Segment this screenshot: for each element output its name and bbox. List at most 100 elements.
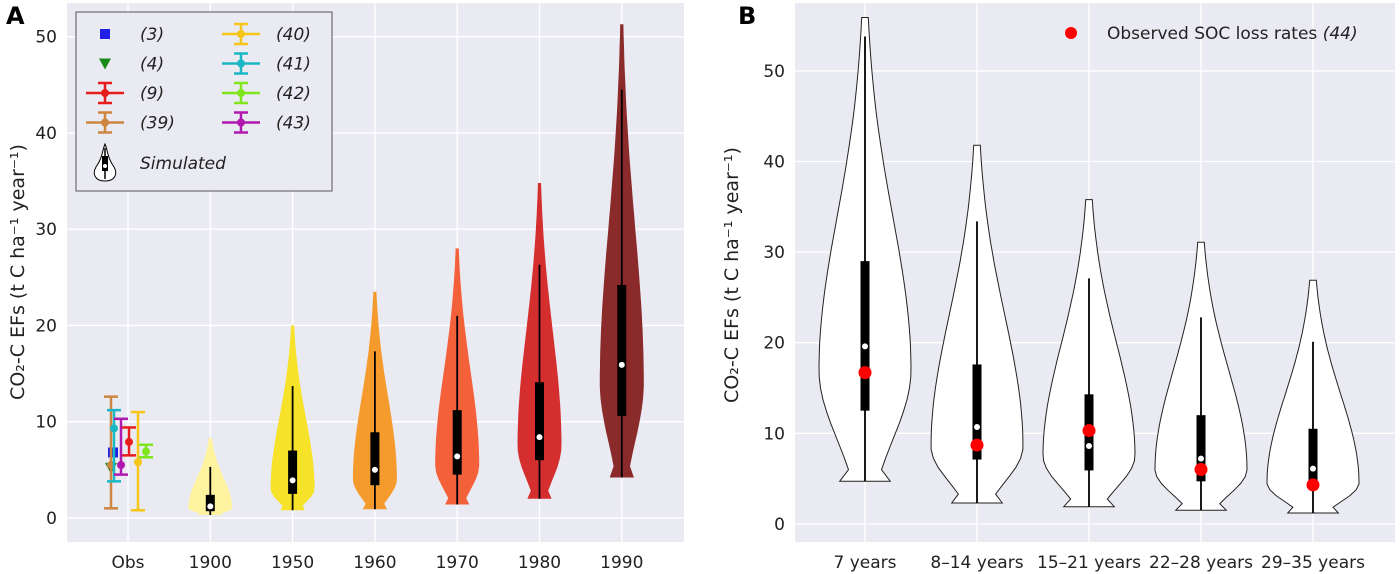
violin-1970 <box>435 248 480 505</box>
violin-8-14-years-iqr-box <box>972 364 982 460</box>
x-tick-label-8-14-years: 8–14 years <box>930 553 1023 573</box>
legend-item-simulated-median <box>103 164 107 168</box>
x-tick-label-1970: 1970 <box>436 553 479 573</box>
violin-1960-iqr-box <box>370 432 380 486</box>
legend-item-9-dot <box>101 89 109 97</box>
legend-item-39-dot <box>101 118 109 127</box>
panel-b: 0 10 20 30 40 50 7 years 8–14 years 15–21 years… <box>721 2 1395 573</box>
violin-15-21-years-observed-dot <box>1082 424 1096 438</box>
violin-29-35-years-observed-dot <box>1306 478 1320 492</box>
y-tick-label-50: 50 <box>763 62 785 82</box>
violin-8-14-years <box>930 144 1024 504</box>
legend-item-3-label: (3) <box>140 25 164 45</box>
obs-40 <box>131 410 145 512</box>
obs-41 <box>107 408 121 483</box>
legend-item-3: (3) <box>100 25 164 45</box>
y-ticks-a: 0 10 20 30 40 50 <box>35 28 57 529</box>
violin-7-years-median-dot <box>862 343 868 350</box>
violin-22-28-years-iqr-box <box>1196 415 1206 482</box>
violin-1960-median-dot <box>371 466 378 473</box>
y-tick-label-30: 30 <box>763 243 785 263</box>
observations-a <box>104 395 153 512</box>
x-tick-label-7-years: 7 years <box>833 553 896 573</box>
y-tick-label-10: 10 <box>35 413 57 433</box>
y-tick-label-40: 40 <box>35 124 57 144</box>
legend-item-9-label: (9) <box>140 84 164 104</box>
panel-label-a: A <box>6 2 25 30</box>
legend-observed-dot <box>1065 27 1077 39</box>
legend-item-3-square <box>100 29 110 39</box>
y-tick-label-50: 50 <box>35 28 57 48</box>
violin-29-35-years-iqr-box <box>1308 428 1318 489</box>
violin-1900-iqr-box <box>205 494 215 512</box>
legend-b: Observed SOC loss rates (44) <box>1065 24 1358 44</box>
violin-29-35-years-median-dot <box>1310 465 1316 472</box>
obs-41-point <box>110 424 118 433</box>
legend-item-simulated: Simulated <box>93 142 226 182</box>
violin-1990-iqr-box <box>617 285 627 416</box>
violin-1990 <box>599 24 644 478</box>
y-tick-label-40: 40 <box>763 153 785 173</box>
violin-1950-median-dot <box>289 477 296 484</box>
obs-9 <box>122 426 136 457</box>
legend-item-39: (39) <box>86 111 175 134</box>
violin-1950 <box>270 325 315 511</box>
legend-item-42-label: (42) <box>276 84 311 104</box>
x-tick-label-22-28-years: 22–28 years <box>1149 553 1253 573</box>
legend-item-41: (41) <box>222 52 311 75</box>
violin-7-years <box>818 17 912 482</box>
violin-1970-median-dot <box>454 453 461 460</box>
y-tick-label-20: 20 <box>763 334 785 354</box>
x-tick-label-1960: 1960 <box>353 553 396 573</box>
legend-a: (3) (4) (9) (39) (40) (41) (42) (43) Simulated <box>75 11 333 192</box>
violin-1980-median-dot <box>536 434 543 441</box>
x-tick-label-obs: Obs <box>111 553 144 573</box>
legend-item-40-dot <box>237 30 245 38</box>
violin-7-years-iqr-box <box>860 261 870 411</box>
violin-1950-iqr-box <box>288 450 298 494</box>
legend-item-simulated-label: Simulated <box>140 154 226 174</box>
legend-item-4-triangle <box>99 58 111 70</box>
y-tick-label-10: 10 <box>763 424 785 444</box>
y-tick-label-0: 0 <box>774 515 785 535</box>
obs-42 <box>139 443 153 459</box>
legend-item-simulated-box <box>102 156 108 171</box>
panel-label-b: B <box>738 2 756 30</box>
x-tick-label-29-35-years: 29–35 years <box>1261 553 1365 573</box>
violin-15-21-years-median-dot <box>1086 442 1092 449</box>
violin-8-14-years-median-dot <box>974 423 980 430</box>
legend-item-42: (42) <box>222 81 311 105</box>
violin-7-years-observed-dot <box>858 366 872 380</box>
legend-item-41-dot <box>237 59 245 68</box>
legend-item-43-label: (43) <box>276 114 311 134</box>
y-axis-label-a: CO₂-C EFs (t C ha⁻¹ year⁻¹) <box>7 144 29 400</box>
legend-item-39-label: (39) <box>140 114 175 134</box>
violin-1900 <box>188 438 233 516</box>
legend-observed-label: Observed SOC loss rates (44) <box>1107 24 1358 44</box>
legend-item-43-dot <box>237 118 245 127</box>
legend-item-40-label: (40) <box>276 25 311 45</box>
legend-item-43: (43) <box>222 111 311 134</box>
legend-item-41-label: (41) <box>276 55 311 75</box>
violins-b <box>818 17 1360 514</box>
violins-a <box>188 24 644 516</box>
obs-9-point <box>125 437 133 446</box>
y-tick-label-30: 30 <box>35 220 57 240</box>
legend-item-42-dot <box>237 89 245 97</box>
y-axis-label-b: CO₂-C EFs (t C ha⁻¹ year⁻¹) <box>721 147 743 403</box>
legend-item-40: (40) <box>222 22 311 46</box>
x-tick-label-1990: 1990 <box>600 553 643 573</box>
violin-1970-iqr-box <box>452 410 462 475</box>
violin-1980 <box>517 183 562 499</box>
violin-29-35-years <box>1266 279 1360 514</box>
y-tick-label-0: 0 <box>46 509 57 529</box>
obs-42-point <box>142 447 150 456</box>
obs-43-point <box>117 461 125 469</box>
legend-item-4-label: (4) <box>140 55 164 75</box>
obs-40-point <box>134 458 142 467</box>
violin-22-28-years-observed-dot <box>1194 463 1208 477</box>
legend-item-4: (4) <box>99 55 164 75</box>
legend-frame <box>75 11 333 192</box>
